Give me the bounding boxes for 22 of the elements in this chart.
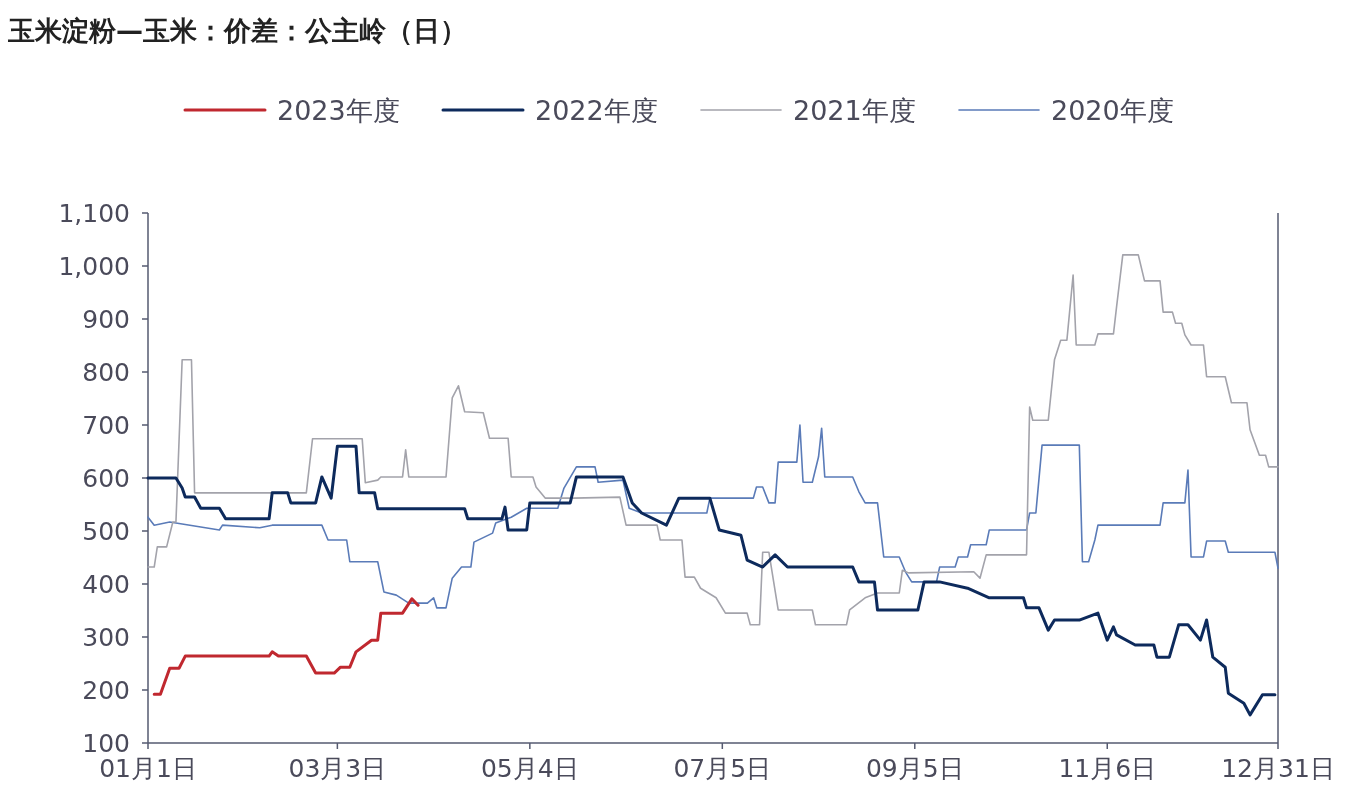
y-tick-label: 700: [82, 411, 130, 440]
line-series: [152, 597, 420, 696]
x-tick-label: 11月6日: [1058, 754, 1157, 783]
x-tick-label: 07月5日: [673, 754, 772, 783]
legend-label: 2023年度: [277, 95, 400, 126]
legend-label: 2020年度: [1051, 95, 1174, 126]
y-tick-label: 900: [82, 305, 130, 334]
y-tick-label: 300: [82, 623, 130, 652]
legend-label: 2022年度: [535, 95, 658, 126]
legend-label: 2021年度: [793, 95, 916, 126]
x-tick-label: 05月4日: [480, 754, 579, 783]
y-tick-label: 800: [82, 358, 130, 387]
x-tick-label: 03月3日: [288, 754, 387, 783]
y-tick-label: 1,000: [58, 252, 130, 281]
chart-title: 玉米淀粉—玉米：价差：公主岭（日）: [7, 15, 467, 46]
y-tick-label: 500: [82, 517, 130, 546]
y-tick-label: 600: [82, 464, 130, 493]
y-tick-label: 200: [82, 676, 130, 705]
y-tick-label: 1,100: [58, 199, 130, 228]
x-tick-label: 09月5日: [865, 754, 964, 783]
y-tick-label: 400: [82, 570, 130, 599]
x-tick-label: 12月31日: [1221, 754, 1335, 783]
